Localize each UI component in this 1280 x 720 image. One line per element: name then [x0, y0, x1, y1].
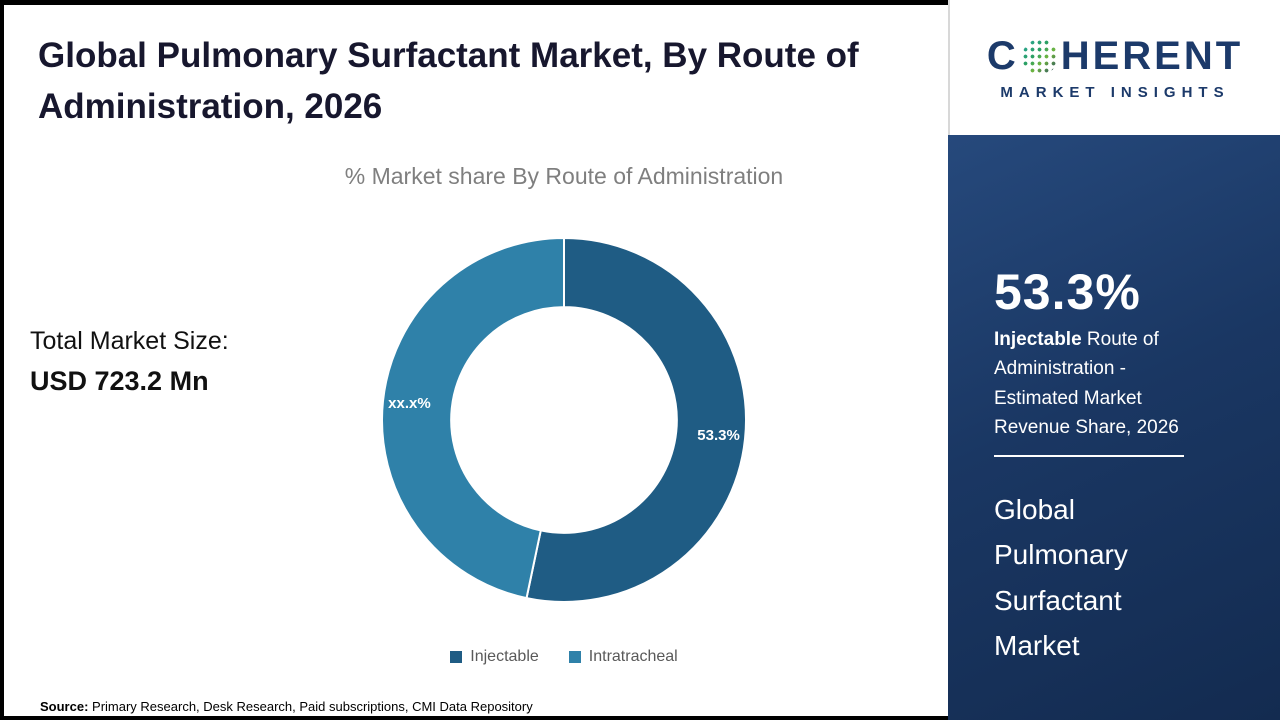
legend-swatch-intratracheal [568, 651, 581, 663]
legend-label-injectable: Injectable [470, 648, 539, 665]
stat-value: 53.3% [994, 264, 1141, 320]
brand-wordmark-prefix: C [986, 34, 1019, 78]
donut-slice-injectable [525, 236, 747, 603]
legend-swatch-injectable [450, 651, 463, 663]
market-name: Global Pulmonary Surfactant Market [994, 494, 1128, 662]
total-market-size: Total Market Size: USD 723.2 Mn [30, 327, 229, 397]
donut-chart: 53.3% xx.x% [364, 220, 764, 620]
brand-logo: C HERENT MARKET INSIGHTS [948, 0, 1280, 135]
total-market-label: Total Market Size: [30, 327, 229, 355]
slice-label-intratracheal: xx.x% [388, 395, 431, 412]
slice-label-injectable: 53.3% [697, 427, 740, 444]
panel-divider [994, 455, 1184, 457]
stat-description: Injectable Route of Administration - Est… [994, 325, 1214, 443]
donut-slice-intratracheal [381, 236, 565, 600]
highlight-panel: 53.3% Injectable Route of Administration… [948, 135, 1280, 720]
donut-svg: 53.3% xx.x% [381, 236, 747, 603]
chart-area: Global Pulmonary Surfactant Market, By R… [0, 0, 948, 720]
chart-subtitle: % Market share By Route of Administratio… [344, 163, 784, 189]
page-title: Global Pulmonary Surfactant Market, By R… [38, 36, 859, 126]
source-label: Source: [40, 699, 89, 714]
stat-description-rest: Route of Administration - Estimated Mark… [994, 329, 1179, 439]
brand-wordmark-suffix: HERENT [1060, 34, 1244, 78]
total-market-value: USD 723.2 Mn [30, 366, 209, 396]
cmi-globe-icon [1021, 38, 1058, 75]
source-text: Primary Research, Desk Research, Paid su… [88, 699, 533, 714]
source-line: Source: Primary Research, Desk Research,… [40, 699, 533, 714]
stat-description-bold: Injectable [994, 329, 1082, 350]
brand-tagline: MARKET INSIGHTS [1000, 84, 1230, 101]
side-panel: C HERENT MARKET INSIGHTS 53.3% Injectabl… [948, 0, 1280, 720]
brand-wordmark: C HERENT [987, 34, 1243, 79]
chart-legend: Injectable Intratracheal [164, 648, 964, 666]
legend-item-injectable: Injectable [450, 648, 539, 666]
legend-label-intratracheal: Intratracheal [588, 648, 678, 665]
legend-item-intratracheal: Intratracheal [568, 648, 678, 666]
